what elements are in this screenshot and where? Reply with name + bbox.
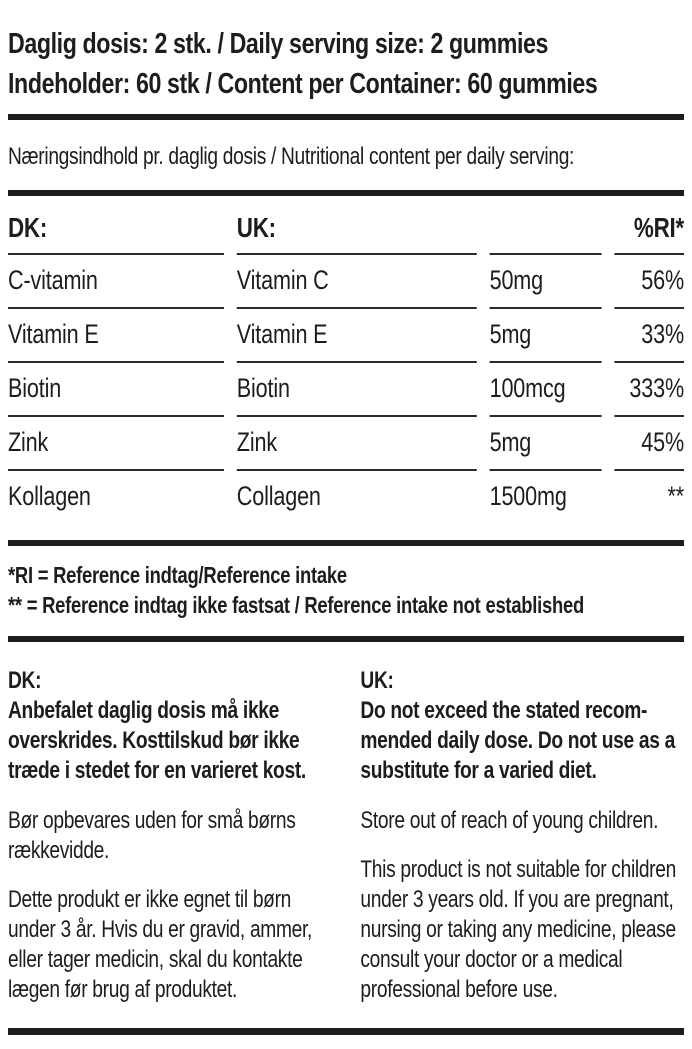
- nutrient-ri: 333%: [614, 363, 684, 417]
- table-row: Kollagen Collagen 1500mg **: [8, 471, 684, 526]
- uk-caution-text: This product is not suitable for childre…: [360, 856, 676, 1003]
- table-row: C-vitamin Vitamin C 50mg 56%: [8, 255, 684, 309]
- nutrient-amount: 100mcg: [489, 363, 602, 417]
- uk-warning-text: Do not exceed the stated recom­mended da…: [360, 697, 675, 784]
- divider-table-bottom: [8, 540, 684, 546]
- uk-warnings-column: UK: Do not exceed the stated recom­mende…: [360, 666, 684, 1005]
- nutrient-uk: Biotin: [236, 363, 477, 417]
- uk-heading: UK:: [360, 667, 394, 694]
- nutrient-ri: 33%: [614, 309, 684, 363]
- nutrient-dk: C-vitamin: [8, 255, 224, 309]
- nutrient-amount: 5mg: [489, 309, 602, 363]
- nutrition-subtitle: Næringsindhold pr. daglig dosis / Nutrit…: [8, 143, 575, 170]
- nutrient-amount: 50mg: [489, 255, 602, 309]
- divider-bottom: [8, 1028, 684, 1035]
- nutrient-dk: Zink: [8, 417, 224, 471]
- table-header-row: DK: UK: %RI*: [8, 196, 684, 255]
- nutrient-uk: Zink: [236, 417, 477, 471]
- nutrient-ri: **: [667, 481, 685, 511]
- serving-header: Daglig dosis: 2 stk. / Daily serving siz…: [8, 24, 684, 104]
- container-content-line: Indeholder: 60 stk / Content per Contain…: [8, 68, 598, 100]
- nutrient-amount: 1500mg: [489, 481, 567, 511]
- dk-warnings-column: DK: Anbefalet daglig dosis må ikke overs…: [8, 666, 332, 1005]
- table-row: Vitamin E Vitamin E 5mg 33%: [8, 309, 684, 363]
- col-header-ri: %RI*: [614, 196, 684, 255]
- dk-caution-text: Dette produkt er ikke egnet til børn und…: [8, 886, 313, 1003]
- dk-storage-text: Bør opbevares uden for små børns rækkevi…: [8, 807, 296, 864]
- col-header-amount: [489, 227, 602, 255]
- table-row: Biotin Biotin 100mcg 333%: [8, 363, 684, 417]
- nutrient-ri: 56%: [614, 255, 684, 309]
- nutrient-uk: Vitamin C: [236, 255, 477, 309]
- dk-warning-text: Anbefalet daglig dosis må ikke overskrid…: [8, 697, 306, 784]
- divider-warnings-top: [8, 636, 684, 642]
- nutrient-dk: Kollagen: [8, 481, 91, 511]
- nutrient-amount: 5mg: [489, 417, 602, 471]
- divider-top: [8, 114, 684, 120]
- footnotes: *RI = Reference indtag/Reference intake …: [8, 560, 684, 620]
- table-row: Zink Zink 5mg 45%: [8, 417, 684, 471]
- uk-storage-text: Store out of reach of young children.: [360, 807, 659, 834]
- daily-dose-line: Daglig dosis: 2 stk. / Daily serving siz…: [8, 28, 549, 60]
- footnote-not-established: ** = Reference indtag ikke fastsat / Ref…: [8, 592, 585, 618]
- nutrient-uk: Vitamin E: [236, 309, 477, 363]
- divider-table-top: [8, 190, 684, 196]
- col-header-uk: UK:: [236, 196, 477, 255]
- nutrient-ri: 45%: [614, 417, 684, 471]
- nutrient-dk: Vitamin E: [8, 309, 224, 363]
- warnings-section: DK: Anbefalet daglig dosis må ikke overs…: [8, 666, 684, 1005]
- nutrient-uk: Collagen: [236, 481, 321, 511]
- col-header-dk: DK:: [8, 196, 224, 255]
- nutrient-dk: Biotin: [8, 363, 224, 417]
- nutrition-table: DK: UK: %RI* C-vitamin Vitamin C 50mg 56…: [8, 196, 684, 526]
- dk-heading: DK:: [8, 667, 42, 694]
- footnote-reference-intake: *RI = Reference indtag/Reference intake: [8, 562, 347, 588]
